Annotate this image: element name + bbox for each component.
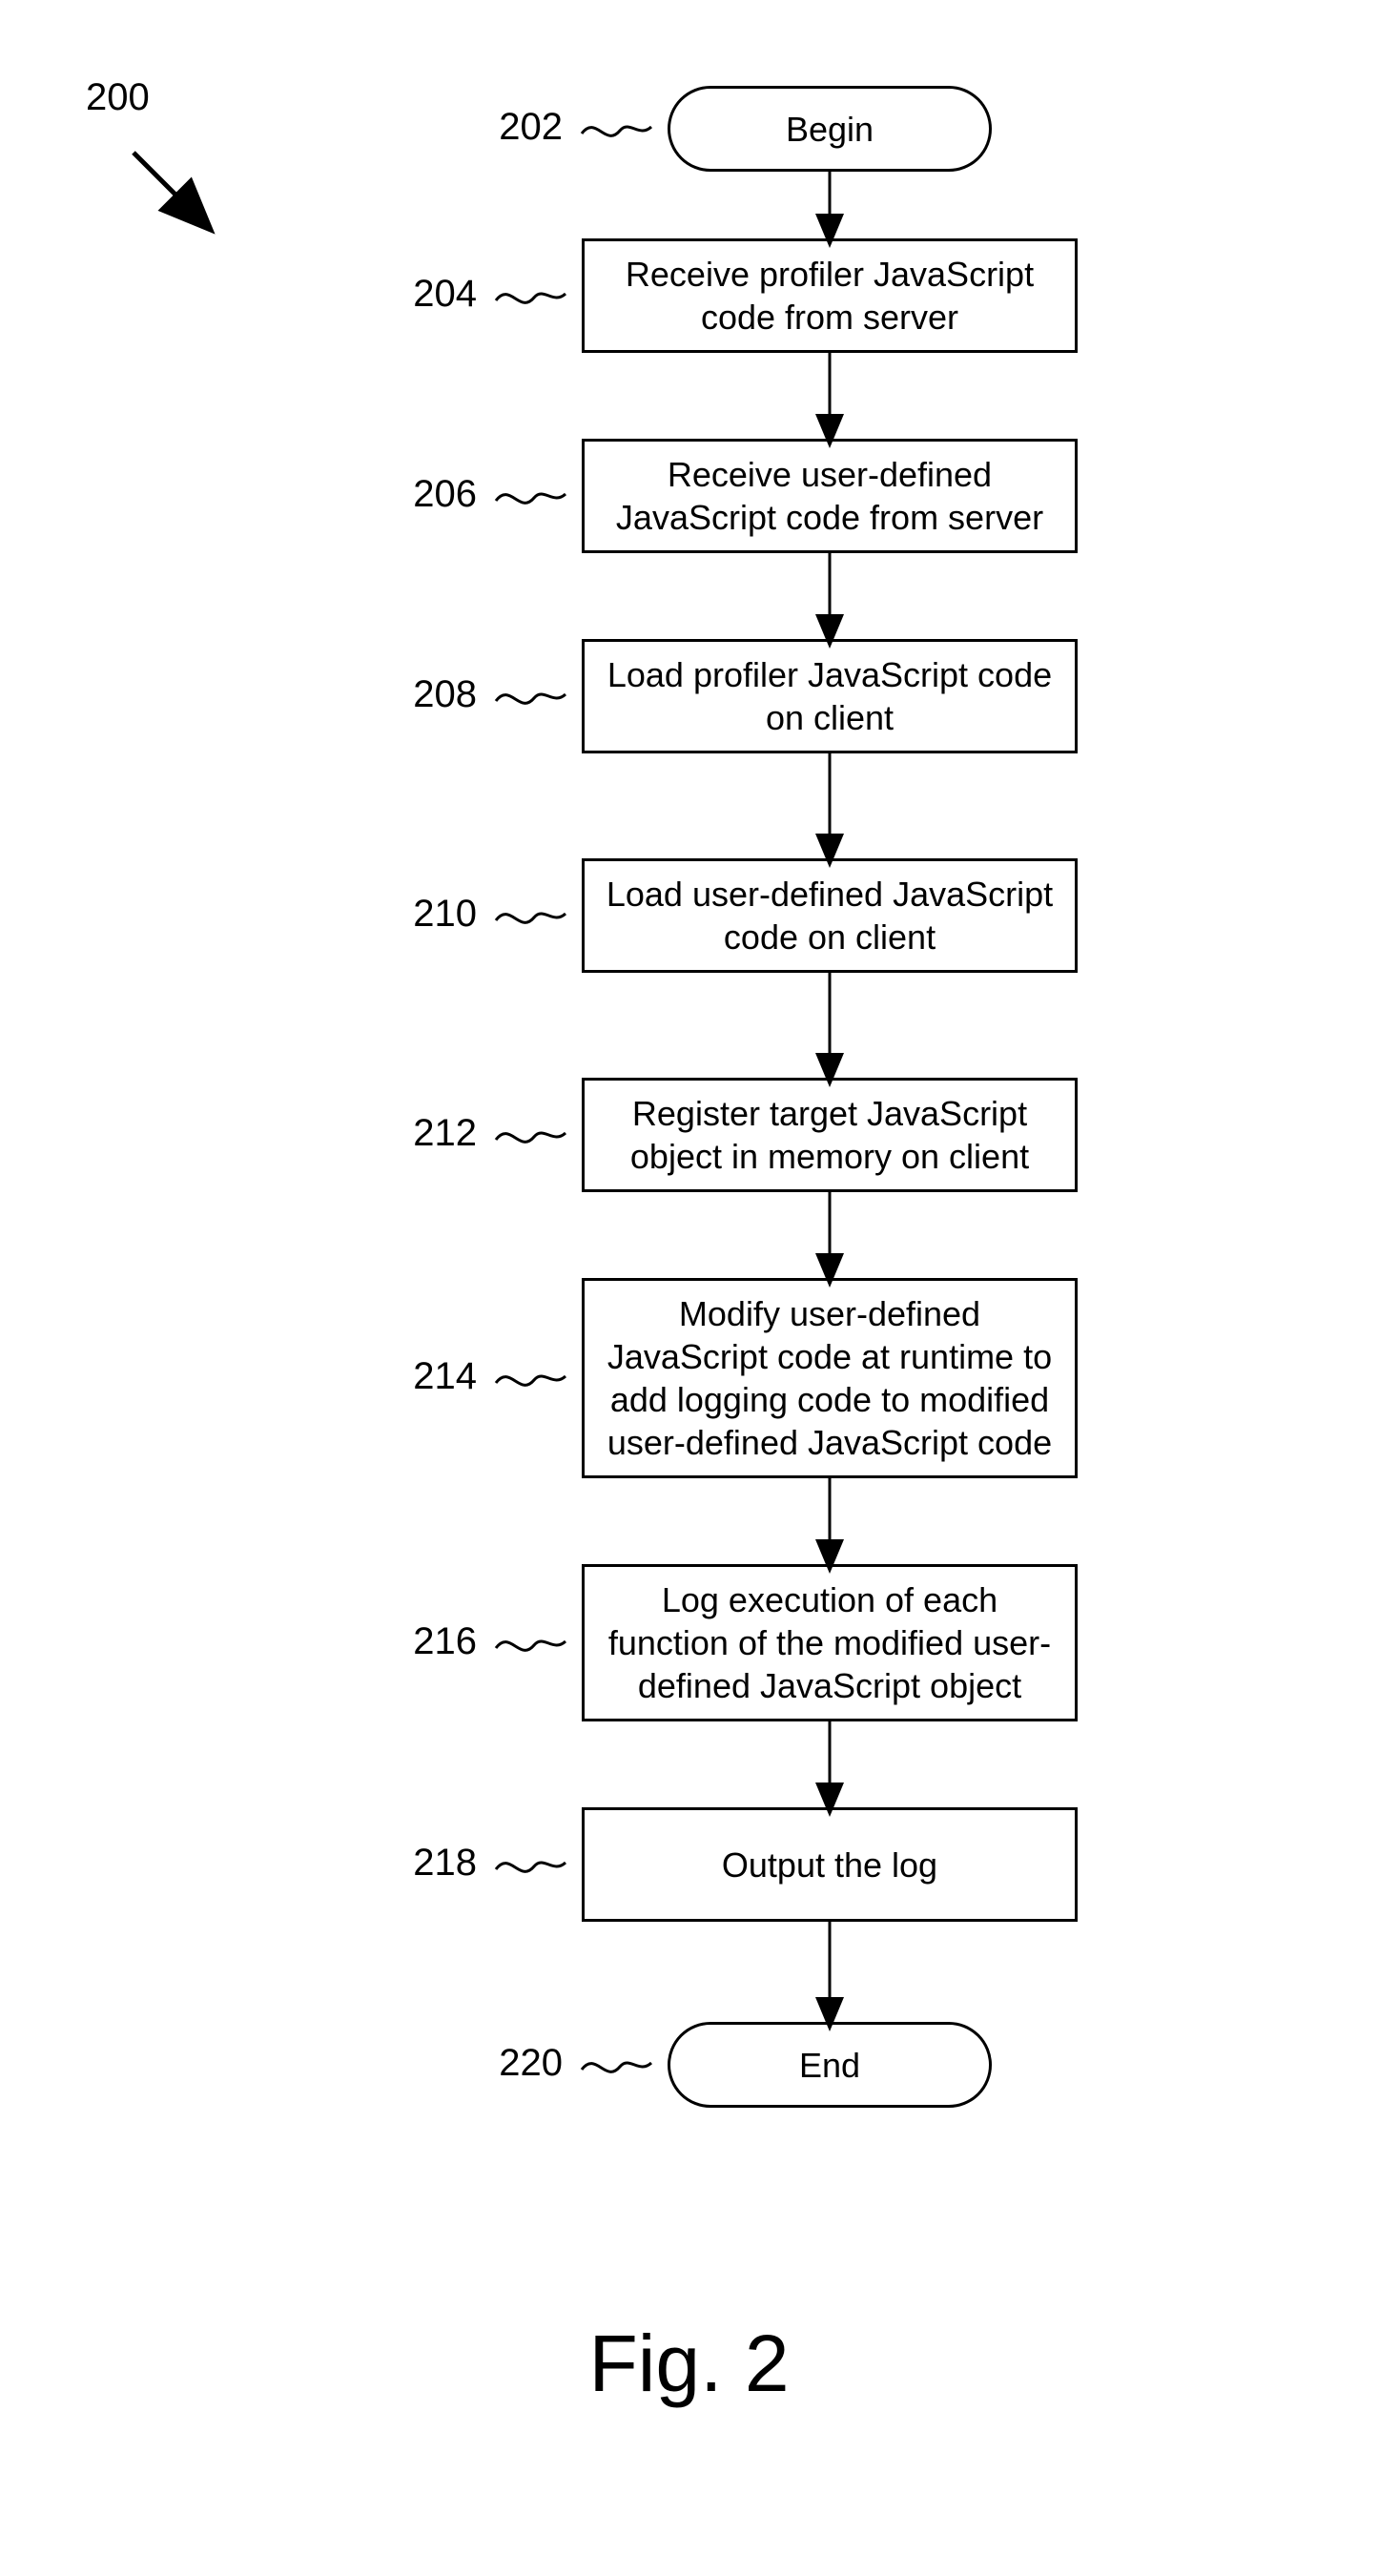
flow-node-214: Modify user-defined JavaScript code at r…: [582, 1278, 1078, 1478]
ref-label-206: 206: [391, 473, 477, 516]
flow-edge: [820, 1922, 839, 2022]
flow-node-label: Receive user-defined JavaScript code fro…: [600, 453, 1059, 539]
ref-label-220: 220: [477, 2042, 563, 2085]
flow-edge: [820, 172, 839, 238]
ref-connector-206: [491, 477, 567, 515]
flow-node-label: Receive profiler JavaScript code from se…: [600, 253, 1059, 339]
ref-label-218: 218: [391, 1842, 477, 1885]
flow-node-202: Begin: [668, 86, 992, 172]
flow-node-label: Load user-defined JavaScript code on cli…: [600, 873, 1059, 958]
flow-node-label: Log execution of each function of the mo…: [600, 1578, 1059, 1707]
ref-connector-212: [491, 1116, 567, 1154]
ref-connector-208: [491, 677, 567, 715]
flow-edge: [820, 553, 839, 639]
flow-node-label: Begin: [786, 108, 874, 151]
ref-label-212: 212: [391, 1112, 477, 1155]
ref-label-210: 210: [391, 893, 477, 936]
ref-label-202: 202: [477, 106, 563, 149]
flowchart-canvas: 200 Fig. 2 Begin 202 Receive profiler Java…: [0, 0, 1378, 2576]
ref-label-214: 214: [391, 1355, 477, 1398]
flow-node-220: End: [668, 2022, 992, 2108]
figure-caption: Fig. 2: [0, 2318, 1378, 2410]
flow-node-204: Receive profiler JavaScript code from se…: [582, 238, 1078, 353]
flow-node-212: Register target JavaScript object in mem…: [582, 1078, 1078, 1192]
flow-node-label: Register target JavaScript object in mem…: [600, 1092, 1059, 1178]
flow-edge: [820, 1721, 839, 1807]
ref-connector-202: [577, 110, 653, 148]
flow-edge: [820, 1192, 839, 1278]
flow-edge: [820, 1478, 839, 1564]
figure-ref-200: 200: [86, 76, 150, 119]
ref-connector-218: [491, 1845, 567, 1884]
flow-node-206: Receive user-defined JavaScript code fro…: [582, 439, 1078, 553]
ref-label-216: 216: [391, 1620, 477, 1663]
ref-connector-204: [491, 277, 567, 315]
flow-node-label: Output the log: [722, 1844, 937, 1886]
flow-edge: [820, 973, 839, 1078]
flow-node-210: Load user-defined JavaScript code on cli…: [582, 858, 1078, 973]
ref-connector-220: [577, 2046, 653, 2084]
ref-label-208: 208: [391, 673, 477, 716]
ref-connector-216: [491, 1624, 567, 1662]
ref-connector-210: [491, 896, 567, 935]
flow-edge: [820, 353, 839, 439]
flow-node-label: Load profiler JavaScript code on client: [600, 653, 1059, 739]
flow-node-218: Output the log: [582, 1807, 1078, 1922]
ref-label-204: 204: [391, 273, 477, 316]
figure-ref-arrow: [124, 143, 238, 258]
flow-node-216: Log execution of each function of the mo…: [582, 1564, 1078, 1721]
ref-connector-214: [491, 1359, 567, 1397]
flow-node-label: End: [799, 2044, 860, 2087]
flow-node-208: Load profiler JavaScript code on client: [582, 639, 1078, 753]
flow-node-label: Modify user-defined JavaScript code at r…: [600, 1292, 1059, 1464]
flow-edge: [820, 753, 839, 858]
